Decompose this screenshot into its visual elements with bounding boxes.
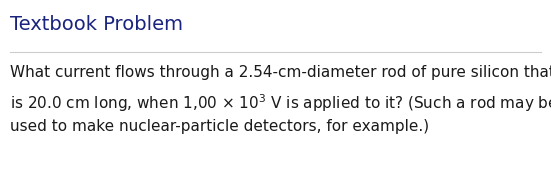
- Text: used to make nuclear-particle detectors, for example.): used to make nuclear-particle detectors,…: [10, 119, 429, 134]
- Text: is 20.0 cm long, when 1,00 $\times$ 10$^{3}$ V is applied to it? (Such a rod may: is 20.0 cm long, when 1,00 $\times$ 10$^…: [10, 92, 551, 114]
- Text: Textbook Problem: Textbook Problem: [10, 15, 183, 34]
- Text: What current flows through a 2.54-cm-diameter rod of pure silicon that: What current flows through a 2.54-cm-dia…: [10, 65, 551, 80]
